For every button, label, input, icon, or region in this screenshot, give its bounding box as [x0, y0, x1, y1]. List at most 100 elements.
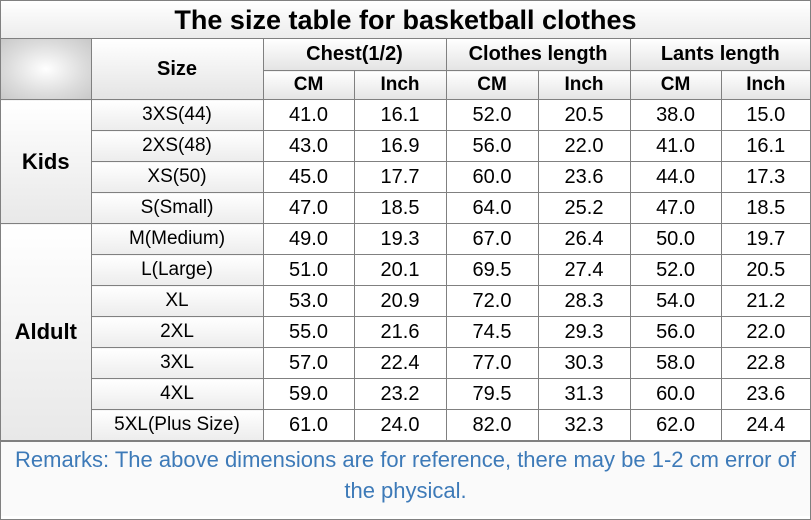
value-cell: 24.4 [720, 409, 811, 441]
table-row: S(Small) 47.0 18.5 64.0 25.2 47.0 18.5 [1, 192, 811, 224]
size-cell: 3XS(44) [90, 99, 264, 131]
value-cell: 23.6 [537, 161, 631, 193]
value-cell: 17.7 [353, 161, 447, 193]
value-cell: 30.3 [537, 347, 631, 379]
table-row: Kids 3XS(44) 41.0 16.1 52.0 20.5 38.0 15.0 [1, 99, 811, 224]
value-cell: 47.0 [629, 192, 722, 224]
value-cell: 55.0 [262, 316, 355, 348]
clothes-inch-header: Inch [537, 70, 631, 100]
value-cell: 20.9 [353, 285, 447, 317]
chest-inch-header: Inch [353, 70, 447, 100]
section-label: Aldult [1, 223, 92, 441]
value-cell: 20.5 [720, 254, 811, 286]
value-cell: 45.0 [262, 161, 355, 193]
value-cell: 16.1 [720, 130, 811, 162]
value-cell: 18.5 [353, 192, 447, 224]
value-cell: 31.3 [537, 378, 631, 410]
value-cell: 77.0 [445, 347, 539, 379]
size-table: Size Chest(1/2) Clothes length Lants len… [1, 39, 811, 441]
value-cell: 50.0 [629, 223, 722, 255]
value-cell: 20.5 [537, 99, 631, 131]
value-cell: 60.0 [445, 161, 539, 193]
chest-cm-header: CM [263, 70, 355, 100]
lants-length-header: Lants length [629, 39, 811, 71]
size-cell: 2XS(48) [91, 130, 264, 162]
value-cell: 61.0 [262, 409, 355, 441]
value-cell: 24.0 [353, 409, 447, 441]
value-cell: 52.0 [629, 254, 722, 286]
value-cell: 23.6 [720, 378, 811, 410]
value-cell: 41.0 [629, 130, 722, 162]
value-cell: 19.3 [353, 223, 447, 255]
table-row: XL 53.0 20.9 72.0 28.3 54.0 21.2 [1, 285, 811, 317]
value-cell: 21.6 [353, 316, 447, 348]
lants-cm-header: CM [629, 70, 722, 100]
value-cell: 82.0 [445, 409, 539, 441]
value-cell: 58.0 [629, 347, 722, 379]
value-cell: 17.3 [720, 161, 811, 193]
table-row: XS(50) 45.0 17.7 60.0 23.6 44.0 17.3 [1, 161, 811, 193]
corner-cell [1, 39, 92, 100]
value-cell: 72.0 [445, 285, 539, 317]
value-cell: 22.0 [537, 130, 631, 162]
value-cell: 59.0 [262, 378, 355, 410]
value-cell: 56.0 [629, 316, 722, 348]
lants-inch-header: Inch [720, 70, 811, 100]
value-cell: 60.0 [629, 378, 722, 410]
value-cell: 22.0 [720, 316, 811, 348]
size-header: Size [90, 39, 264, 100]
value-cell: 69.5 [445, 254, 539, 286]
clothes-length-header: Clothes length [445, 39, 631, 71]
value-cell: 27.4 [537, 254, 631, 286]
value-cell: 25.2 [537, 192, 631, 224]
value-cell: 29.3 [537, 316, 631, 348]
value-cell: 16.9 [353, 130, 447, 162]
size-cell: 5XL(Plus Size) [91, 409, 264, 441]
value-cell: 38.0 [629, 99, 722, 131]
value-cell: 16.1 [353, 99, 447, 131]
chest-header: Chest(1/2) [262, 39, 447, 71]
table-row: L(Large) 51.0 20.1 69.5 27.4 52.0 20.5 [1, 254, 811, 286]
section-label: Kids [1, 99, 92, 224]
size-cell: XL [91, 285, 264, 317]
value-cell: 22.4 [353, 347, 447, 379]
value-cell: 21.2 [720, 285, 811, 317]
size-cell: 2XL [91, 316, 264, 348]
value-cell: 67.0 [445, 223, 539, 255]
size-cell: XS(50) [91, 161, 264, 193]
value-cell: 23.2 [353, 378, 447, 410]
remarks-note: Remarks: The above dimensions are for re… [1, 441, 810, 516]
value-cell: 57.0 [262, 347, 355, 379]
clothes-cm-header: CM [445, 70, 539, 100]
size-cell: M(Medium) [90, 223, 264, 255]
size-table-body: Kids 3XS(44) 41.0 16.1 52.0 20.5 38.0 15.0 2XS(4… [1, 99, 811, 441]
value-cell: 44.0 [629, 161, 722, 193]
value-cell: 62.0 [629, 409, 722, 441]
size-cell: L(Large) [91, 254, 264, 286]
value-cell: 26.4 [537, 223, 631, 255]
table-row: 2XS(48) 43.0 16.9 56.0 22.0 41.0 16.1 [1, 130, 811, 162]
size-cell: S(Small) [91, 192, 264, 224]
table-row: 5XL(Plus Size) 61.0 24.0 82.0 32.3 62.0 24.4 [1, 409, 811, 441]
value-cell: 15.0 [720, 99, 811, 131]
value-cell: 49.0 [262, 223, 355, 255]
value-cell: 18.5 [720, 192, 811, 224]
value-cell: 19.7 [720, 223, 811, 255]
value-cell: 54.0 [629, 285, 722, 317]
table-row: 3XL 57.0 22.4 77.0 30.3 58.0 22.8 [1, 347, 811, 379]
value-cell: 64.0 [445, 192, 539, 224]
size-cell: 3XL [91, 347, 264, 379]
table-row: Aldult M(Medium) 49.0 19.3 67.0 26.4 50.0 19.7 [1, 223, 811, 441]
value-cell: 79.5 [445, 378, 539, 410]
value-cell: 41.0 [262, 99, 355, 131]
page-title: The size table for basketball clothes [1, 1, 810, 39]
value-cell: 32.3 [537, 409, 631, 441]
value-cell: 51.0 [262, 254, 355, 286]
value-cell: 74.5 [445, 316, 539, 348]
value-cell: 52.0 [445, 99, 539, 131]
value-cell: 20.1 [353, 254, 447, 286]
table-row: 2XL 55.0 21.6 74.5 29.3 56.0 22.0 [1, 316, 811, 348]
value-cell: 56.0 [445, 130, 539, 162]
value-cell: 22.8 [720, 347, 811, 379]
